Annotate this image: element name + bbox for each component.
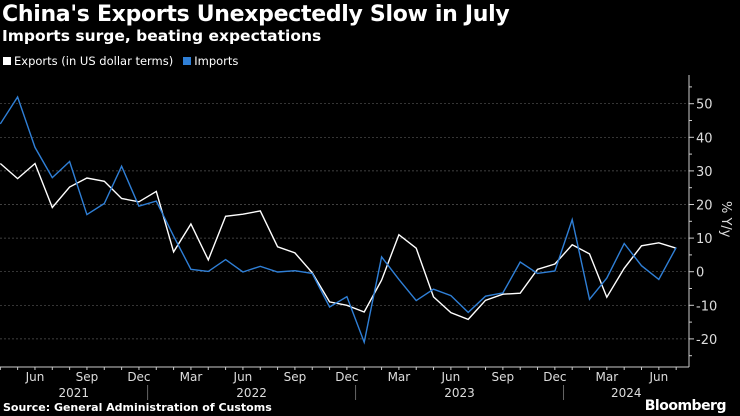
x-tick-label: Sep (76, 370, 99, 384)
x-tick-label: Mar (388, 370, 411, 384)
x-tick-label: Jun (441, 370, 461, 384)
y-tick-label: 20 (696, 199, 713, 214)
bloomberg-logo: Bloomberg (644, 398, 727, 414)
x-year-label: 2022 (236, 386, 267, 400)
y-tick-label: -10 (696, 299, 717, 314)
chart-subtitle: Imports surge, beating expectations (2, 27, 322, 45)
legend-swatch-imports (183, 57, 192, 65)
x-tick-label: Dec (543, 370, 566, 384)
y-tick-label: 10 (696, 232, 713, 247)
x-tick-label: Dec (335, 370, 358, 384)
legend-label-imports: Imports (194, 54, 239, 68)
x-tick-label: Dec (127, 370, 150, 384)
x-year-label: 2023 (444, 386, 475, 400)
legend-item-exports: Exports (in US dollar terms) (3, 54, 173, 68)
y-tick-label: -20 (696, 333, 717, 348)
x-year-label: 2021 (59, 386, 90, 400)
legend-label-exports: Exports (in US dollar terms) (14, 54, 174, 68)
series-line-imports (0, 95, 677, 345)
y-axis-label: % Y/y (718, 201, 733, 238)
x-tick-label: Jun (25, 370, 45, 384)
x-tick-label: Jun (233, 370, 253, 384)
legend-swatch-exports (3, 57, 11, 65)
x-tick-label: Sep (284, 370, 307, 384)
y-tick-label: 30 (696, 165, 713, 180)
y-tick-label: 50 (696, 98, 713, 113)
source-note: Source: General Administration of Custom… (3, 401, 272, 414)
chart-title: China's Exports Unexpectedly Slow in Jul… (2, 2, 510, 27)
x-tick-label: Jun (648, 370, 668, 384)
x-tick-label: Mar (180, 370, 203, 384)
legend-item-imports: Imports (183, 54, 238, 68)
x-tick-label: Sep (492, 370, 515, 384)
legend: Exports (in US dollar terms) Imports (3, 54, 238, 68)
x-year-label: 2024 (611, 386, 642, 400)
series-line-exports (0, 162, 677, 321)
y-tick-label: 40 (696, 131, 713, 146)
x-tick-label: Mar (596, 370, 619, 384)
y-tick-label: 0 (696, 266, 704, 281)
